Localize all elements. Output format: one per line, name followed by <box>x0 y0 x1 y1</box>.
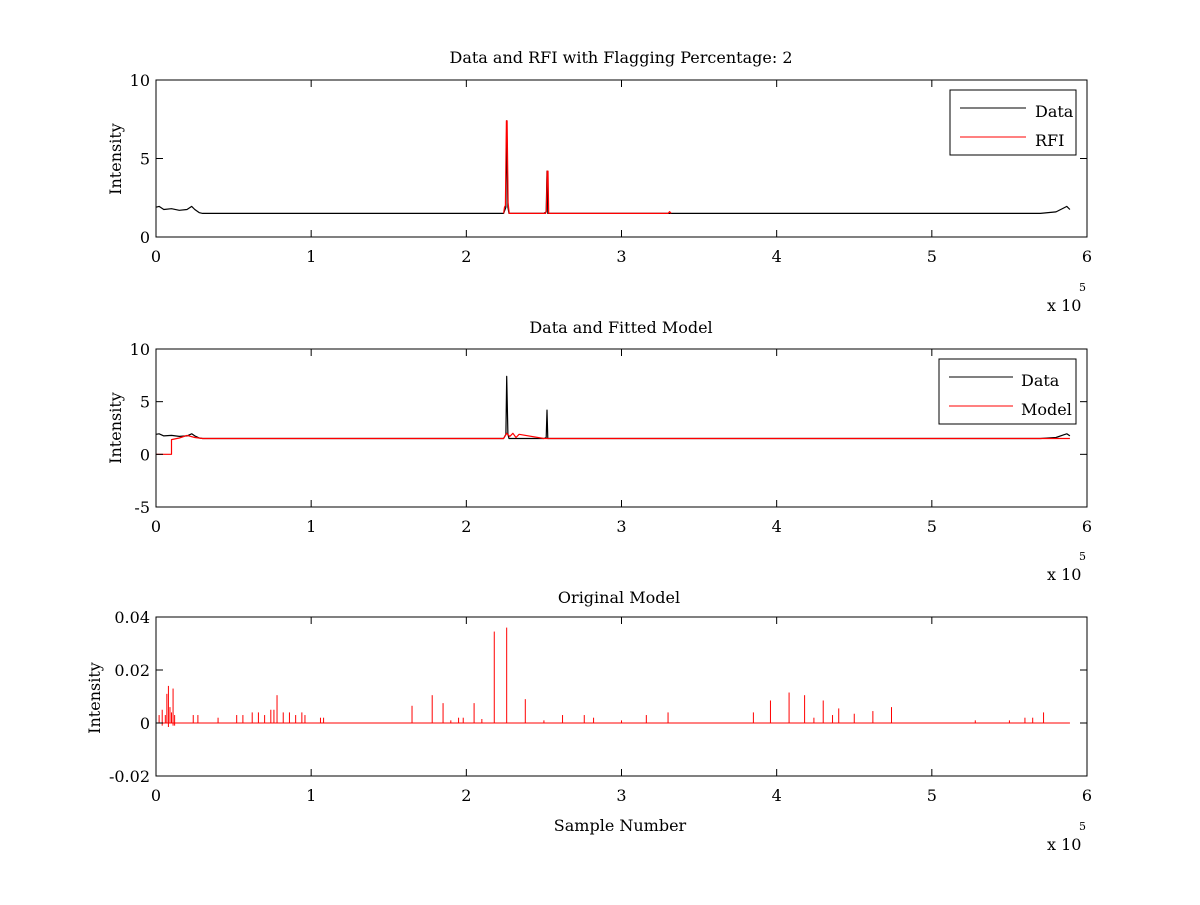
panel-rfi-ylabel: Intensity <box>106 123 125 195</box>
panel-model-plot-area <box>155 375 1071 455</box>
y-tick-label: 0.02 <box>114 661 150 680</box>
panel-original-model-title: Original Model <box>558 588 680 607</box>
y-tick-label: 0 <box>140 445 150 464</box>
y-tick-label: -5 <box>134 498 150 517</box>
panel-model-legend: Data Model <box>938 358 1077 425</box>
panel-rfi-plot-area <box>155 120 1071 214</box>
panel-rfi-x-multiplier: x 10 5 <box>1047 281 1086 315</box>
panel-original-model-x-multiplier-base: x 10 <box>1047 835 1081 854</box>
x-tick-label: 5 <box>927 517 937 536</box>
panel-original-model: Original Model Intensity Sample Number 0… <box>85 588 1092 854</box>
x-tick-label: 1 <box>306 786 316 805</box>
x-tick-label: 6 <box>1082 517 1092 536</box>
legend-label-model: Model <box>1021 400 1072 419</box>
y-tick-label: -0.02 <box>109 767 150 786</box>
panel-model-x-multiplier: x 10 5 <box>1047 550 1086 584</box>
panel-original-model-ylabel: Intensity <box>85 662 104 734</box>
x-tick-label: 1 <box>306 517 316 536</box>
x-tick-label: 6 <box>1082 247 1092 266</box>
panel-original-model-plot-area <box>156 627 1070 727</box>
legend-label-data: Data <box>1035 102 1074 121</box>
y-tick-label: 0.04 <box>114 608 150 627</box>
panel-model-x-multiplier-base: x 10 <box>1047 565 1081 584</box>
x-tick-label: 3 <box>616 517 626 536</box>
panel-rfi-x-multiplier-exp: 5 <box>1079 281 1086 294</box>
x-tick-label: 5 <box>927 247 937 266</box>
panel-model-ylabel: Intensity <box>106 392 125 464</box>
x-tick-label: 4 <box>772 786 782 805</box>
y-tick-label: 5 <box>140 393 150 412</box>
y-tick-label: 0 <box>140 714 150 733</box>
panel-rfi-legend: Data RFI <box>949 89 1077 156</box>
x-tick-label: 0 <box>151 517 161 536</box>
x-tick-label: 4 <box>772 247 782 266</box>
y-tick-label: 0 <box>140 228 150 247</box>
x-tick-label: 1 <box>306 247 316 266</box>
x-tick-label: 0 <box>151 786 161 805</box>
panel-model-x-multiplier-exp: 5 <box>1079 550 1086 563</box>
panel-rfi: Data and RFI with Flagging Percentage: 2… <box>106 48 1092 315</box>
x-tick-label: 3 <box>616 786 626 805</box>
y-tick-label: 5 <box>140 150 150 169</box>
panel-rfi-legend-box <box>949 89 1077 156</box>
x-tick-label: 6 <box>1082 786 1092 805</box>
panel-original-model-xlabel: Sample Number <box>554 816 687 835</box>
legend-label-rfi: RFI <box>1035 131 1064 150</box>
x-tick-label: 3 <box>616 247 626 266</box>
series-line-rfi <box>503 120 672 214</box>
y-tick-label: 10 <box>130 340 150 359</box>
x-tick-label: 2 <box>461 786 471 805</box>
x-tick-label: 2 <box>461 517 471 536</box>
panel-model: Data and Fitted Model Intensity 0 1 2 3 4 5 6 -… <box>106 318 1092 584</box>
y-tick-label: 10 <box>130 71 150 90</box>
series-line-model <box>156 432 1070 455</box>
panel-rfi-x-multiplier-base: x 10 <box>1047 296 1081 315</box>
x-tick-label: 5 <box>927 786 937 805</box>
panel-model-legend-box <box>938 358 1077 425</box>
panel-rfi-title: Data and RFI with Flagging Percentage: 2 <box>449 48 792 67</box>
legend-label-data: Data <box>1021 371 1060 390</box>
x-tick-label: 4 <box>772 517 782 536</box>
panel-model-title: Data and Fitted Model <box>529 318 712 337</box>
panel-original-model-x-multiplier-exp: 5 <box>1079 820 1086 833</box>
panel-rfi-ticks: 0 1 2 3 4 5 6 0 5 10 <box>130 71 1092 266</box>
x-tick-label: 0 <box>151 247 161 266</box>
panel-original-model-x-multiplier: x 10 5 <box>1047 820 1086 854</box>
x-tick-label: 2 <box>461 247 471 266</box>
